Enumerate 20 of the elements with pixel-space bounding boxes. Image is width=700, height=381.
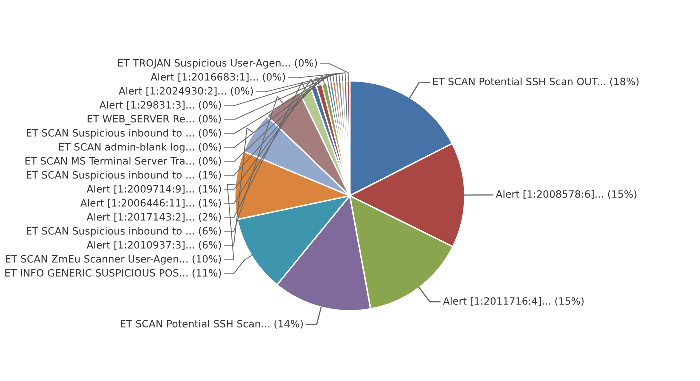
slice-label: ET SCAN Suspicious inbound to ... (1%) — [27, 171, 222, 181]
slice-label: ET SCAN ZmEu Scanner User-Agen... (10%) — [6, 255, 222, 265]
slice-label: ET SCAN Potential SSH Scan OUT... (18%) — [433, 78, 639, 87]
slice-label: Alert [1:29831:3]... (0%) — [100, 101, 222, 110]
slice-label: Alert [1:2010937:3]... (6%) — [86, 241, 222, 250]
slice-label: Alert [1:2024930:2]... (0%) — [118, 87, 254, 96]
slice-label: Alert [1:2006446:11]... (1%) — [80, 199, 222, 208]
slice-label: ET SCAN admin-blank log... (0%) — [59, 143, 222, 153]
slice-label: Alert [1:2017143:2]... (2%) — [86, 213, 222, 222]
slice-label: ET SCAN Suspicious inbound to ... (6%) — [27, 227, 222, 237]
slice-label: ET SCAN Potential SSH Scan... (14%) — [121, 320, 304, 329]
slice-label: ET WEB_SERVER Re... (0%) — [88, 115, 222, 125]
slice-label: ET SCAN Suspicious inbound to ... (0%) — [27, 129, 222, 139]
slice-label: ET TROJAN Suspicious User-Agen... (0%) — [118, 59, 318, 69]
slice-label: ET INFO GENERIC SUSPICIOUS POS... (11%) — [6, 269, 222, 278]
slice-label: ET SCAN MS Terminal Server Tra... (0%) — [26, 157, 222, 166]
slice-label: Alert [1:2009714:9]... (1%) — [86, 185, 222, 194]
slice-label: Alert [1:2011716:4]... (15%) — [443, 297, 584, 306]
slice-label: Alert [1:2016683:1]... (0%) — [150, 73, 286, 82]
slice-label: Alert [1:2008578:6]... (15%) — [496, 190, 637, 200]
